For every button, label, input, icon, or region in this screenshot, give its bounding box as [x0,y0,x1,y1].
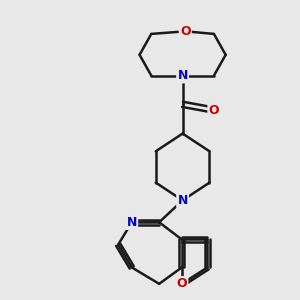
Text: O: O [208,103,219,117]
Text: N: N [177,194,188,207]
Text: N: N [127,216,137,229]
Text: N: N [177,69,188,82]
Text: O: O [180,25,190,38]
Text: O: O [176,277,187,290]
